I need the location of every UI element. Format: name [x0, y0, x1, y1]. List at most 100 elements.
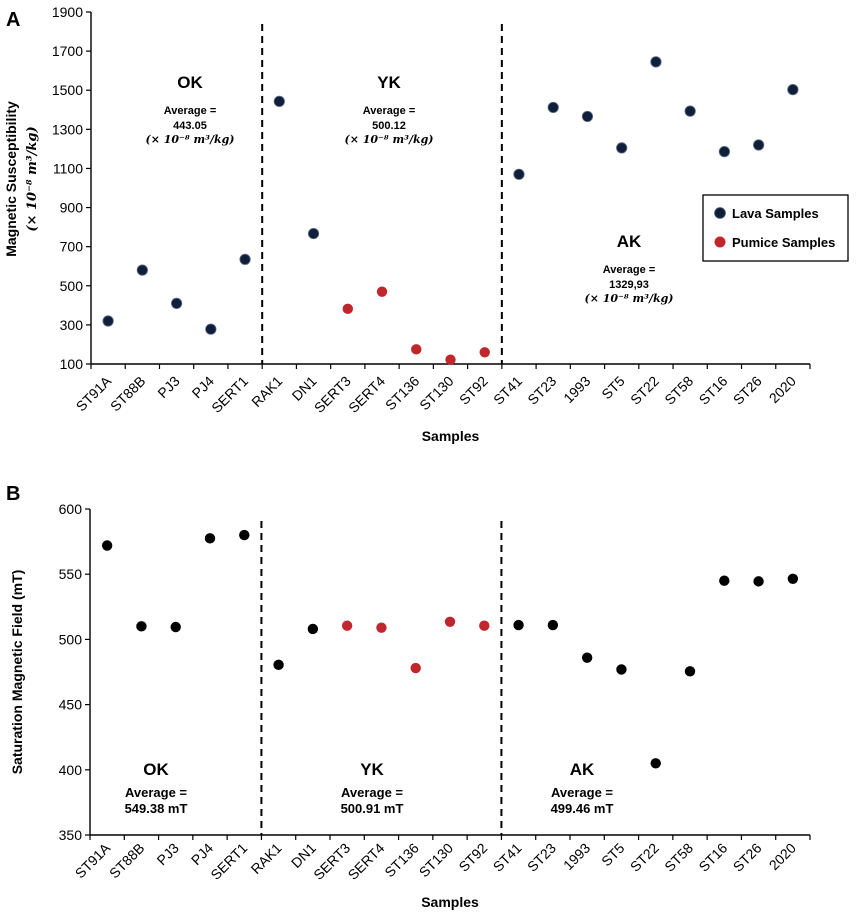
panel-a-y-tick-label: 700: [60, 239, 84, 255]
panel-a-x-tick-label: ST92: [456, 373, 491, 408]
panel-a-point-dn1: [307, 227, 320, 240]
panel-b-y-tick-label: 450: [59, 697, 83, 713]
panel-b-point-st130: [444, 616, 456, 627]
panel-a-y-tick-label: 100: [60, 356, 84, 372]
panel-a-x-tick-label: SERT3: [311, 373, 354, 416]
panel-b-average-value: 499.46 mT: [551, 801, 614, 816]
panel-a-x-tick-label: PJ3: [154, 373, 183, 402]
panel-b-point-st23: [547, 619, 559, 631]
panel-a-point-st22: [650, 56, 662, 68]
panel-b-average-label: Average =: [125, 785, 187, 800]
panel-a-point-sert4: [376, 286, 388, 297]
panel-a-x-tick-label: ST130: [416, 373, 457, 414]
panel-b-point-st91a: [101, 540, 113, 551]
panel-b-point-st136: [410, 662, 421, 674]
panel-b-point-st92: [479, 620, 490, 631]
panel-a-point-st130: [445, 354, 456, 365]
panel-b-point-1993: [581, 652, 593, 663]
panel-b-x-axis-title: Samples: [421, 894, 479, 910]
panel-b-x-tick-label: SERT4: [345, 840, 388, 883]
panel-a-y-tick-label: 300: [60, 317, 84, 333]
panel-a-x-tick-label: ST26: [730, 373, 765, 408]
panel-b-x-tick-label: PJ4: [188, 840, 217, 869]
panel-b-x-tick-label: ST92: [455, 840, 490, 875]
panel-b-point-st5: [616, 664, 627, 675]
panel-a-point-sert1: [239, 253, 251, 265]
panel-a-point-pj4: [205, 323, 217, 335]
panel-a-x-tick-label: ST91A: [73, 372, 115, 414]
panel-b-x-tick-label: SERT3: [310, 840, 353, 883]
panel-a-point-st58: [684, 105, 696, 117]
panel-b-average-label: Average =: [341, 785, 403, 800]
panel-a-x-tick-label: ST22: [627, 373, 662, 408]
panel-b-y-tick-label: 550: [59, 566, 83, 582]
panel-a-y-tick-label: 500: [60, 278, 84, 294]
panel-b-x-tick-label: SERT1: [207, 840, 250, 883]
panel-b-x-tick-label: ST58: [661, 840, 696, 875]
panel-a-x-tick-label: ST5: [598, 373, 628, 403]
panel-a-point-st26: [753, 139, 765, 151]
panel-b-point-sert4: [376, 622, 387, 633]
panel-a-x-tick-label: SERT1: [208, 373, 251, 416]
panel-b-point-pj3: [170, 621, 181, 633]
panel-a-average-value: 1329,93: [609, 279, 649, 291]
panel-b-x-tick-label: ST41: [490, 840, 525, 875]
panel-b-point-sert1: [239, 529, 250, 541]
panel-a-legend-label-lava: Lava Samples: [732, 206, 819, 221]
panel-a-x-tick-label: ST16: [696, 373, 731, 408]
panel-b-average-label: Average =: [551, 785, 613, 800]
panel-a-point-st23: [547, 101, 559, 114]
panel-a-y-tick-label: 1500: [52, 82, 83, 98]
panel-b-x-tick-label: ST16: [695, 840, 730, 875]
panel-a-x-tick-label: SERT4: [345, 373, 388, 416]
panel-a-x-tick-label: 1993: [560, 373, 593, 406]
panel-a-point-st92: [479, 347, 490, 358]
panel-a-y-axis-title: Magnetic Susceptibility: [3, 101, 19, 257]
panel-a-point-sert3: [342, 303, 353, 315]
panel-b-group-yk: YK: [360, 760, 384, 779]
panel-b-x-tick-label: RAK1: [248, 840, 285, 877]
panel-a-x-tick-label: ST41: [490, 373, 525, 408]
panel-a-y-tick-label: 1100: [53, 160, 83, 176]
panel-b-x-tick-label: ST91A: [72, 839, 114, 881]
panel-a-y-tick-label: 1700: [52, 43, 83, 59]
panel-b-point-pj4: [204, 533, 216, 544]
panel-a-x-tick-label: ST23: [524, 373, 559, 408]
panel-b-y-tick-label: 400: [59, 762, 83, 778]
panel-b-point-st88b: [136, 621, 147, 632]
panel-a-point-rak1: [273, 95, 285, 107]
panel-b-y-tick-label: 500: [59, 631, 83, 647]
panel-b-x-tick-label: ST26: [730, 840, 765, 875]
panel-a-average-unit: (× 10⁻⁸ m³/kg): [584, 292, 673, 305]
panel-a-average-label: Average =: [603, 264, 656, 276]
panel-a-group-ok: OK: [177, 73, 203, 92]
panel-b-point-dn1: [307, 623, 319, 635]
panel-a-average-value: 443.05: [173, 120, 207, 132]
panel-a-group-ak: AK: [617, 232, 642, 251]
panel-a-average-value: 500.12: [372, 120, 406, 132]
panel-b-y-tick-label: 600: [59, 501, 83, 517]
panel-b-group-ok: OK: [143, 760, 169, 779]
panel-a-x-tick-label: ST58: [661, 373, 696, 408]
panel-b-group-ak: AK: [570, 760, 595, 779]
panel-b-point-st26: [753, 576, 764, 587]
panel-a-average-label: Average =: [363, 105, 416, 117]
panel-a-point-1993: [581, 110, 594, 123]
panel-a-x-tick-label: ST88B: [107, 373, 149, 415]
panel-b-x-tick-label: ST22: [627, 840, 662, 875]
panel-a-point-st16: [718, 146, 731, 158]
panel-a-x-tick-label: PJ4: [189, 373, 218, 402]
panel-b-point-rak1: [273, 659, 284, 671]
panel-a-point-st136: [411, 344, 422, 355]
panel-a-point-st41: [513, 168, 525, 180]
panel-a-x-axis-title: Samples: [422, 428, 480, 444]
panel-a-point-st5: [616, 142, 628, 154]
panel-b-x-tick-label: ST130: [416, 840, 457, 881]
panel-b-x-tick-label: 1993: [560, 840, 593, 873]
panel-b-letter: B: [6, 483, 20, 505]
panel-b-average-value: 549.38 mT: [125, 801, 188, 816]
panel-a-legend-marker-lava: [714, 207, 726, 219]
panel-a-point-st88b: [136, 264, 148, 276]
panel-a-y-tick-label: 900: [60, 200, 84, 216]
